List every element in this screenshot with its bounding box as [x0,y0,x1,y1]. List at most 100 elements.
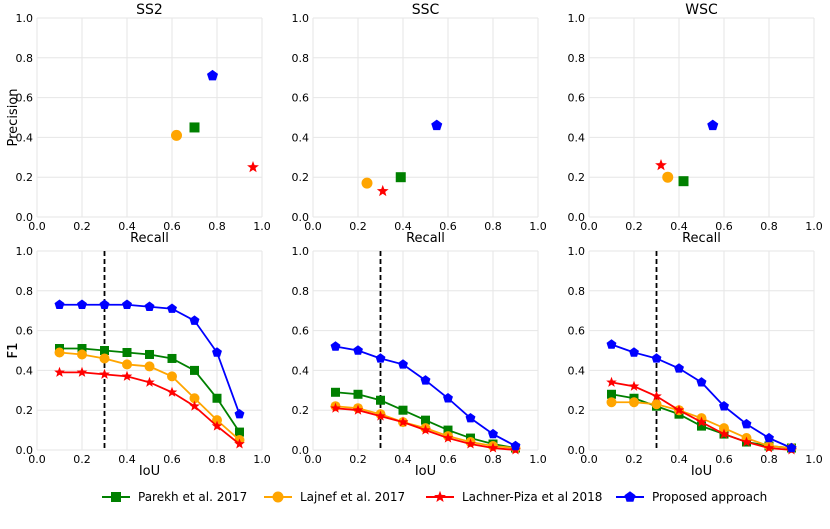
y-tick-label: 0.6 [568,325,586,338]
y-tick-label: 0.6 [292,92,310,105]
data-point-proposed [719,401,729,411]
x-axis-label: IoU [139,464,160,479]
x-axis-label: Recall [682,231,721,246]
x-axis-label: IoU [415,464,436,479]
legend-item-lachner: Lachner-Piza et al 2018 [426,490,602,504]
y-tick-label: 1.0 [292,12,310,25]
y-tick-label: 0.0 [16,211,34,224]
y-tick-label: 0.6 [16,325,34,338]
x-tick-label: 0.2 [349,453,367,466]
data-point-proposed [353,345,363,355]
legend-marker-proposed [624,491,636,502]
data-point-proposed [77,299,87,309]
y-tick-label: 0.6 [292,325,310,338]
y-tick-label: 0.2 [292,404,310,417]
x-tick-label: 0.8 [484,220,502,233]
data-point-lachner [696,416,707,427]
y-tick-label: 0.2 [568,171,586,184]
x-axis-label: Recall [130,231,169,246]
chart-title: SSC [412,2,440,18]
data-point-lachner [121,370,133,381]
data-point-parekh [398,405,408,415]
y-tick-label: 0.2 [16,404,34,417]
y-tick-label: 1.0 [568,12,586,25]
data-point-parekh [167,353,177,363]
data-point-lachner [718,428,730,439]
x-tick-label: 0.4 [670,220,688,233]
data-point-proposed [786,442,797,453]
data-point-parekh [376,395,385,405]
x-tick-label: 0.4 [118,220,136,233]
y-tick-label: 0.8 [292,52,310,65]
data-point-proposed [99,299,110,309]
data-point-proposed [651,353,662,363]
x-tick-label: 1.0 [529,453,547,466]
y-tick-label: 0.0 [292,444,310,457]
chart-panel-2: 0.0 0.2 0.4 0.6 0.8 1.0 0.0 0.2 0.4 0.6 0.8 1.0 SSC R… [292,2,547,246]
data-point-parekh [331,387,340,397]
x-tick-label: 0.2 [73,453,91,466]
y-tick-label: 0.6 [568,92,586,105]
data-point-lajnef [167,371,177,382]
scatter-point-lachner [376,184,389,197]
x-tick-label: 1.0 [805,453,823,466]
x-tick-label: 1.0 [805,220,823,233]
data-point-parekh [122,347,132,357]
x-tick-label: 0.8 [760,453,778,466]
x-tick-label: 0.2 [625,453,643,466]
data-point-lajnef [99,353,110,364]
legend-marker-lajnef [272,491,284,503]
data-point-lajnef [606,397,617,408]
data-point-lajnef [189,393,200,404]
y-tick-label: 0.8 [16,285,34,298]
y-tick-label: 0.0 [568,211,586,224]
x-tick-label: 0.8 [208,453,226,466]
data-point-lajnef [629,397,639,408]
chart-panel-5: 0.0 0.2 0.4 0.6 0.8 1.0 0.0 0.2 0.4 0.6 0.8 1.0 IoU F… [6,245,547,479]
y-tick-label: 0.2 [16,171,34,184]
legend-label-lajnef: Lajnef et al. 2017 [300,490,405,504]
data-point-proposed [375,353,386,363]
data-point-lachner [99,368,110,379]
data-point-proposed [510,440,521,451]
x-tick-label: 0.4 [394,220,412,233]
y-tick-label: 0.4 [568,364,586,377]
legend-marker-lachner [434,490,446,503]
x-tick-label: 0.4 [118,453,136,466]
data-point-lachner [211,420,223,431]
data-point-parekh [190,365,199,375]
data-point-proposed [606,339,617,349]
data-point-lachner [420,424,431,435]
data-point-proposed [234,408,245,419]
data-point-proposed [764,432,774,443]
y-tick-label: 1.0 [16,245,34,258]
data-point-proposed [144,301,155,311]
scatter-point-lajnef [171,129,182,141]
chart-title: WSC [685,2,718,18]
data-point-parekh [145,349,154,359]
x-tick-label: 0.8 [484,453,502,466]
data-point-lachner [352,404,364,415]
data-point-lachner [189,400,200,411]
data-point-lachner [763,442,775,453]
y-tick-label: 0.6 [16,92,34,105]
data-point-lachner [397,416,409,427]
scatter-point-lachner [247,161,259,173]
x-tick-label: 0.2 [625,220,643,233]
data-point-parekh [100,346,109,355]
data-point-parekh [421,415,430,425]
x-tick-label: 1.0 [253,453,271,466]
x-tick-label: 0.8 [208,220,226,233]
x-tick-label: 0.8 [760,220,778,233]
data-point-lajnef [122,359,132,370]
data-point-lachner [487,442,499,453]
legend-label-lachner: Lachner-Piza et al 2018 [462,490,602,504]
legend-marker-parekh [111,492,121,502]
x-tick-label: 0.6 [715,220,733,233]
y-axis-label: F1 [6,343,21,359]
data-point-lachner [465,438,476,449]
data-point-lachner [76,366,88,377]
y-tick-label: 0.8 [16,52,34,65]
legend: Parekh et al. 2017 Lajnef et al. 2017 Lach… [102,490,767,504]
